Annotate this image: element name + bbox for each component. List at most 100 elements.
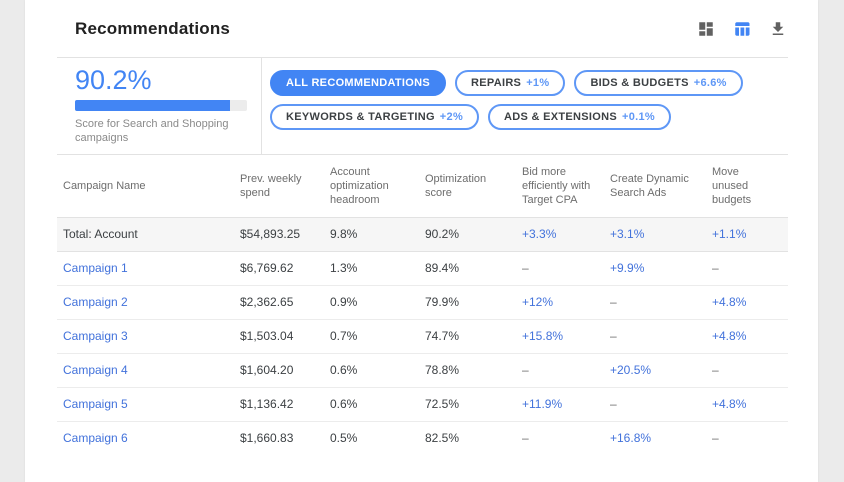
headroom-cell: 0.7% bbox=[330, 319, 425, 353]
chip-delta: +0.1% bbox=[622, 111, 655, 123]
dynamic-search-ads-uplift-cell[interactable]: +3.1% bbox=[610, 217, 712, 251]
prev-weekly-spend-cell: $1,604.20 bbox=[240, 353, 330, 387]
table-view-icon[interactable] bbox=[732, 19, 752, 39]
prev-weekly-spend-cell: $54,893.25 bbox=[240, 217, 330, 251]
download-icon[interactable] bbox=[768, 19, 788, 39]
dynamic-search-ads-uplift-cell: – bbox=[610, 319, 712, 353]
prev-weekly-spend-cell: $1,660.83 bbox=[240, 421, 330, 455]
campaign-name-cell: Campaign 1 bbox=[57, 251, 240, 285]
optimization-score-block: 90.2% Score for Search and Shopping camp… bbox=[25, 58, 262, 154]
chip-label: BIDS & BUDGETS bbox=[590, 77, 688, 89]
chip-label: KEYWORDS & TARGETING bbox=[286, 111, 435, 123]
score-section: 90.2% Score for Search and Shopping camp… bbox=[25, 58, 818, 154]
table-row: Campaign 6$1,660.830.5%82.5%–+16.8%– bbox=[57, 421, 788, 455]
campaign-link[interactable]: Campaign 4 bbox=[63, 363, 128, 377]
table-row-total: Total: Account$54,893.259.8%90.2%+3.3%+3… bbox=[57, 217, 788, 251]
column-header-campaign-name[interactable]: Campaign Name bbox=[57, 155, 240, 217]
optimization-score-cell: 90.2% bbox=[425, 217, 522, 251]
move-budgets-uplift-cell[interactable]: +4.8% bbox=[712, 387, 788, 421]
move-budgets-uplift-cell: – bbox=[712, 353, 788, 387]
panel-header: Recommendations bbox=[25, 0, 818, 57]
optimization-score-cell: 74.7% bbox=[425, 319, 522, 353]
page-background: Recommendations 90.2% Score fo bbox=[0, 0, 844, 482]
score-caption: Score for Search and Shopping campaigns bbox=[75, 117, 240, 145]
table-row: Campaign 4$1,604.200.6%78.8%–+20.5%– bbox=[57, 353, 788, 387]
prev-weekly-spend-cell: $1,503.04 bbox=[240, 319, 330, 353]
campaign-name-cell: Campaign 2 bbox=[57, 285, 240, 319]
recommendations-table: Campaign NamePrev. weekly spendAccount o… bbox=[57, 155, 788, 455]
optimization-score-cell: 79.9% bbox=[425, 285, 522, 319]
total-label: Total: Account bbox=[57, 217, 240, 251]
campaign-link[interactable]: Campaign 1 bbox=[63, 261, 128, 275]
column-header-bid-more-efficiently-with-target-cpa[interactable]: Bid more efficiently with Target CPA bbox=[522, 155, 610, 217]
headroom-cell: 0.9% bbox=[330, 285, 425, 319]
optimization-score-bar bbox=[75, 100, 247, 111]
move-budgets-uplift-cell[interactable]: +1.1% bbox=[712, 217, 788, 251]
campaign-name-cell: Campaign 6 bbox=[57, 421, 240, 455]
campaign-name-cell: Campaign 5 bbox=[57, 387, 240, 421]
campaign-link[interactable]: Campaign 6 bbox=[63, 431, 128, 445]
prev-weekly-spend-cell: $1,136.42 bbox=[240, 387, 330, 421]
move-budgets-uplift-cell[interactable]: +4.8% bbox=[712, 319, 788, 353]
column-header-account-optimization-headroom[interactable]: Account optimization headroom bbox=[330, 155, 425, 217]
target-cpa-uplift-cell[interactable]: +12% bbox=[522, 285, 610, 319]
table-row: Campaign 1$6,769.621.3%89.4%–+9.9%– bbox=[57, 251, 788, 285]
column-header-optimization-score[interactable]: Optimization score bbox=[425, 155, 522, 217]
filter-chip-bids-budgets[interactable]: BIDS & BUDGETS +6.6% bbox=[574, 70, 742, 96]
campaign-link[interactable]: Campaign 5 bbox=[63, 397, 128, 411]
target-cpa-uplift-cell[interactable]: +15.8% bbox=[522, 319, 610, 353]
chip-delta: +2% bbox=[440, 111, 463, 123]
table-header-row: Campaign NamePrev. weekly spendAccount o… bbox=[57, 155, 788, 217]
filter-chip-keywords-targeting[interactable]: KEYWORDS & TARGETING +2% bbox=[270, 104, 479, 130]
recommendations-panel: Recommendations 90.2% Score fo bbox=[25, 0, 818, 482]
table-row: Campaign 5 $1,136.420.6%72.5%+11.9%–+4.8% bbox=[57, 387, 788, 421]
chip-label: REPAIRS bbox=[471, 77, 521, 89]
table-row: Campaign 3 $1,503.040.7%74.7%+15.8%–+4.8% bbox=[57, 319, 788, 353]
recommendations-table-wrap: Campaign NamePrev. weekly spendAccount o… bbox=[57, 155, 788, 455]
chip-label: ADS & EXTENSIONS bbox=[504, 111, 617, 123]
dynamic-search-ads-uplift-cell: – bbox=[610, 387, 712, 421]
campaign-link[interactable]: Campaign 3 bbox=[63, 329, 128, 343]
campaign-link[interactable]: Campaign 2 bbox=[63, 295, 128, 309]
prev-weekly-spend-cell: $2,362.65 bbox=[240, 285, 330, 319]
dynamic-search-ads-uplift-cell[interactable]: +9.9% bbox=[610, 251, 712, 285]
optimization-score-cell: 89.4% bbox=[425, 251, 522, 285]
chip-delta: +1% bbox=[526, 77, 549, 89]
optimization-score-value: 90.2% bbox=[75, 64, 261, 96]
column-header-prev-weekly-spend[interactable]: Prev. weekly spend bbox=[240, 155, 330, 217]
chip-label: ALL RECOMMENDATIONS bbox=[286, 77, 430, 89]
chip-row: ALL RECOMMENDATIONS REPAIRS +1% BIDS & BUDG… bbox=[270, 70, 743, 96]
card-view-icon[interactable] bbox=[696, 19, 716, 39]
chip-delta: +6.6% bbox=[694, 77, 727, 89]
target-cpa-uplift-cell: – bbox=[522, 353, 610, 387]
target-cpa-uplift-cell: – bbox=[522, 251, 610, 285]
move-budgets-uplift-cell[interactable]: +4.8% bbox=[712, 285, 788, 319]
optimization-score-cell: 82.5% bbox=[425, 421, 522, 455]
table-row: Campaign 2 $2,362.650.9%79.9%+12%–+4.8% bbox=[57, 285, 788, 319]
headroom-cell: 9.8% bbox=[330, 217, 425, 251]
dynamic-search-ads-uplift-cell[interactable]: +16.8% bbox=[610, 421, 712, 455]
chip-row: KEYWORDS & TARGETING +2% ADS & EXTENSIONS +… bbox=[270, 104, 743, 130]
optimization-score-cell: 78.8% bbox=[425, 353, 522, 387]
filter-chip-all-recommendations[interactable]: ALL RECOMMENDATIONS bbox=[270, 70, 446, 96]
column-header-create-dynamic-search-ads[interactable]: Create Dynamic Search Ads bbox=[610, 155, 712, 217]
target-cpa-uplift-cell: – bbox=[522, 421, 610, 455]
optimization-score-cell: 72.5% bbox=[425, 387, 522, 421]
dynamic-search-ads-uplift-cell: – bbox=[610, 285, 712, 319]
headroom-cell: 0.6% bbox=[330, 387, 425, 421]
view-toolbar bbox=[696, 19, 788, 39]
dynamic-search-ads-uplift-cell[interactable]: +20.5% bbox=[610, 353, 712, 387]
move-budgets-uplift-cell: – bbox=[712, 421, 788, 455]
filter-chip-repairs[interactable]: REPAIRS +1% bbox=[455, 70, 565, 96]
recommendation-filter-chips: ALL RECOMMENDATIONS REPAIRS +1% BIDS & BUDG… bbox=[262, 58, 743, 154]
campaign-name-cell: Campaign 3 bbox=[57, 319, 240, 353]
move-budgets-uplift-cell: – bbox=[712, 251, 788, 285]
column-header-move-unused-budgets[interactable]: Move unused budgets bbox=[712, 155, 788, 217]
headroom-cell: 0.6% bbox=[330, 353, 425, 387]
headroom-cell: 1.3% bbox=[330, 251, 425, 285]
prev-weekly-spend-cell: $6,769.62 bbox=[240, 251, 330, 285]
target-cpa-uplift-cell[interactable]: +3.3% bbox=[522, 217, 610, 251]
headroom-cell: 0.5% bbox=[330, 421, 425, 455]
filter-chip-ads-extensions[interactable]: ADS & EXTENSIONS +0.1% bbox=[488, 104, 671, 130]
target-cpa-uplift-cell[interactable]: +11.9% bbox=[522, 387, 610, 421]
